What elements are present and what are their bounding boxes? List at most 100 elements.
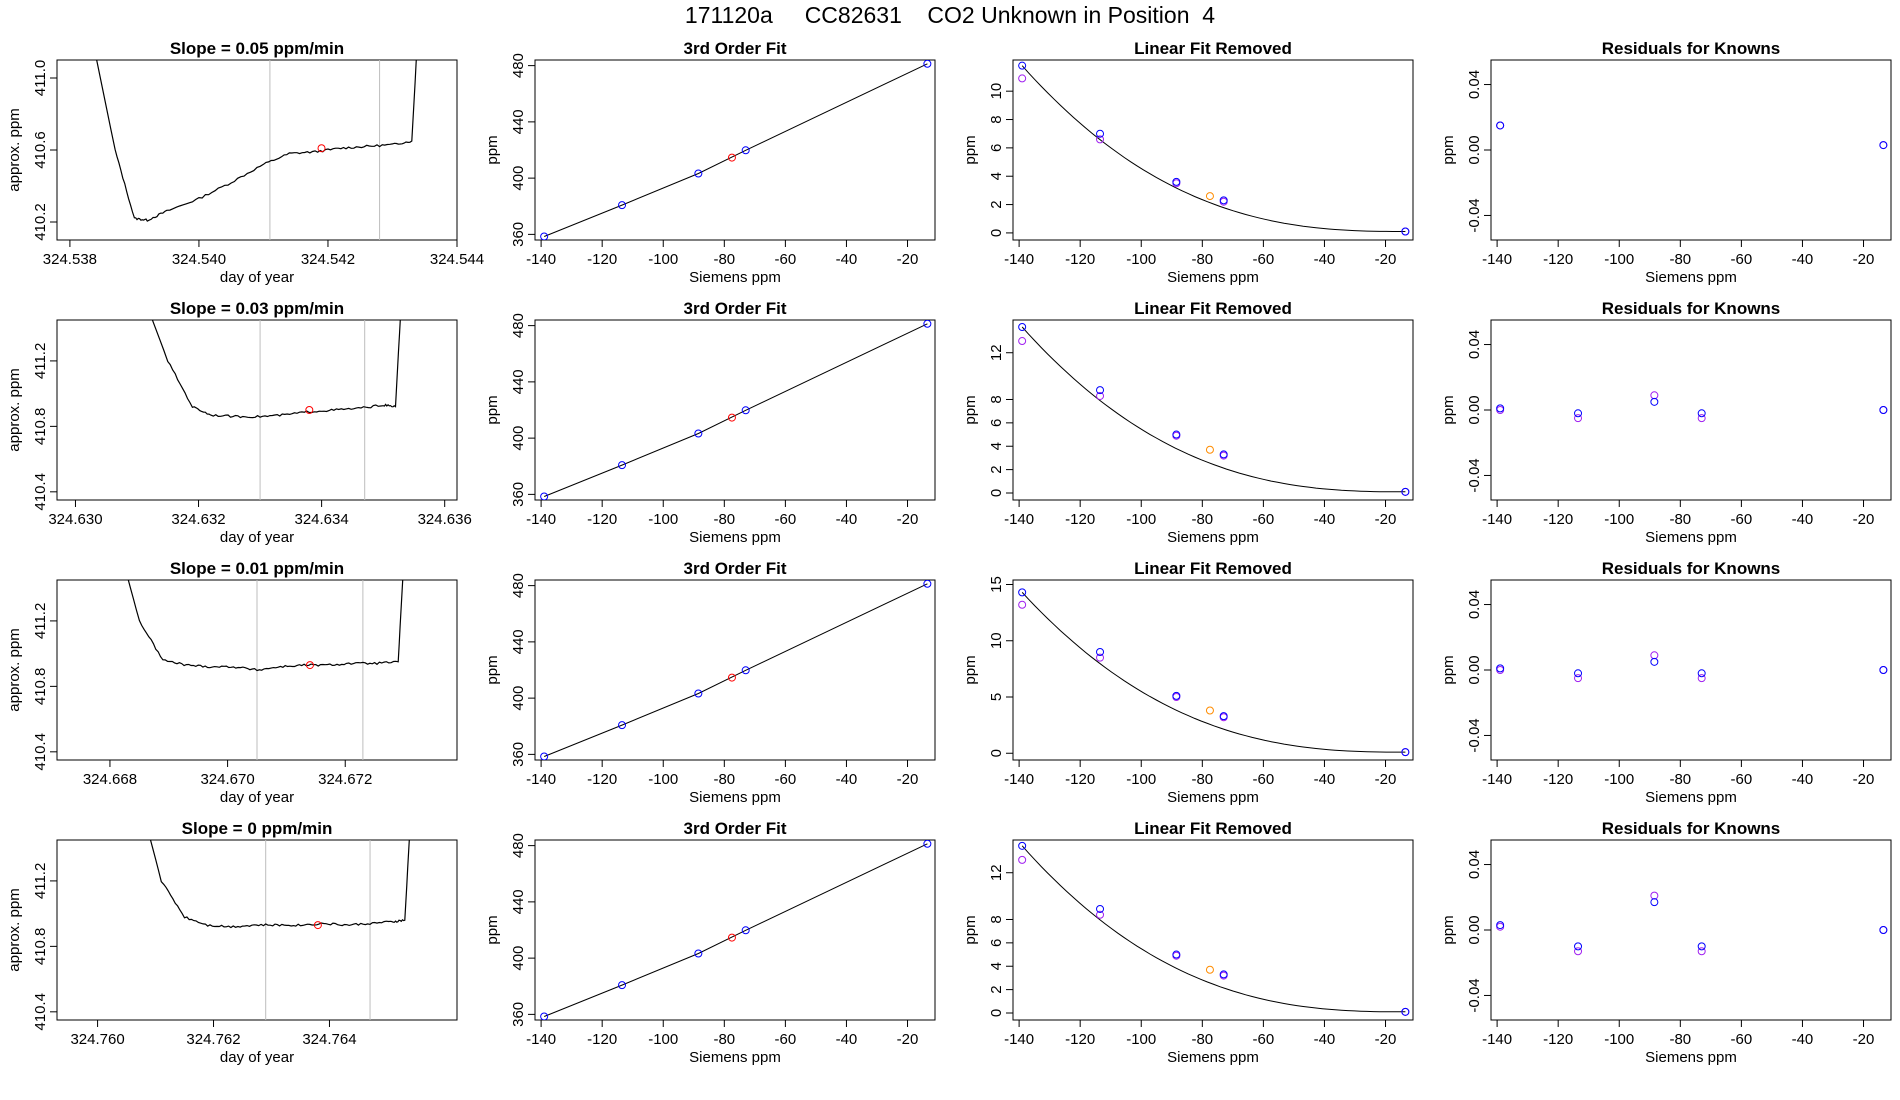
known-point xyxy=(1697,409,1706,418)
y-tick-label: 6 xyxy=(988,144,1005,152)
x-tick-label: -60 xyxy=(775,771,797,788)
x-tick-label: -20 xyxy=(1853,511,1875,528)
y-tick-label: 15 xyxy=(988,576,1005,593)
unknown-point xyxy=(1205,445,1214,454)
known-point xyxy=(1172,950,1181,959)
y-axis-label: approx. ppm xyxy=(6,368,23,451)
known-point xyxy=(1401,748,1410,757)
y-tick-label: 8 xyxy=(988,915,1005,923)
x-tick-label: -120 xyxy=(587,511,617,528)
panel-title: Residuals for Knowns xyxy=(1602,39,1781,58)
known-point-alt xyxy=(1496,922,1505,931)
y-tick-label: 0.04 xyxy=(1466,70,1483,99)
known-point xyxy=(1574,669,1583,678)
y-tick-label: 2 xyxy=(988,200,1005,208)
known-point xyxy=(1879,666,1888,674)
y-tick-label: 411.0 xyxy=(32,60,49,96)
y-tick-label: 0.00 xyxy=(1466,915,1483,944)
panel-contents xyxy=(127,580,404,760)
panel-contents xyxy=(540,320,932,500)
known-point xyxy=(1697,669,1706,678)
x-axis-label: day of year xyxy=(220,789,294,806)
known-point-alt xyxy=(1018,600,1027,609)
x-tick-label: -40 xyxy=(1792,511,1814,528)
panel-contents xyxy=(540,60,932,240)
y-tick-label: 440 xyxy=(510,889,527,914)
x-tick-label: -40 xyxy=(1314,771,1336,788)
x-tick-label: 324.540 xyxy=(172,251,226,268)
y-tick-label: 400 xyxy=(510,426,527,451)
fit-curve-line xyxy=(1021,592,1406,753)
known-point-alt xyxy=(1096,135,1105,144)
known-point xyxy=(1650,397,1659,406)
fit-curve-line xyxy=(1021,845,1406,1013)
y-tick-label: 480 xyxy=(510,53,527,78)
panel-2-2: 3rd Order Fit -140 -120 -100 -80 -60 -40 -20 Sie… xyxy=(484,299,936,546)
panel-title: Slope = 0.05 ppm/min xyxy=(170,39,344,58)
plot-frame xyxy=(1012,579,1414,761)
known-point xyxy=(1879,926,1888,934)
unknown-point xyxy=(313,921,322,930)
x-tick-label: -20 xyxy=(1375,251,1397,268)
x-tick-label: -80 xyxy=(1669,771,1691,788)
y-tick-label: 12 xyxy=(988,864,1005,881)
known-point xyxy=(1018,61,1027,70)
panel-contents xyxy=(540,580,932,760)
known-point xyxy=(741,406,750,415)
y-tick-label: 400 xyxy=(510,686,527,711)
y-tick-label: 5 xyxy=(988,693,1005,701)
x-tick-label: -20 xyxy=(897,251,919,268)
x-tick-label: -120 xyxy=(1065,251,1095,268)
known-point xyxy=(741,926,750,935)
y-tick-label: 410.8 xyxy=(32,408,49,446)
x-tick-label: -40 xyxy=(1314,251,1336,268)
known-point xyxy=(1219,196,1228,205)
known-point xyxy=(1496,664,1505,673)
x-tick-label: -140 xyxy=(526,251,556,268)
panel-4-1: Slope = 0 ppm/min 324.760 324.762 324.764 da… xyxy=(6,819,458,1066)
y-tick-label: -0.04 xyxy=(1466,198,1483,232)
known-point xyxy=(1574,942,1583,951)
x-tick-label: -140 xyxy=(1482,771,1512,788)
x-axis-label: Siemens ppm xyxy=(1167,1049,1259,1066)
x-tick-label: -20 xyxy=(1375,1031,1397,1048)
known-point xyxy=(540,1012,549,1020)
y-tick-label: 6 xyxy=(988,939,1005,947)
ppm-trace-line xyxy=(149,840,410,929)
x-tick-label: -20 xyxy=(1375,771,1397,788)
ppm-trace-line xyxy=(96,60,417,222)
known-point xyxy=(1219,712,1228,721)
x-tick-label: -140 xyxy=(526,1031,556,1048)
known-point xyxy=(1650,657,1659,666)
x-tick-label: -140 xyxy=(1004,771,1034,788)
x-tick-label: -140 xyxy=(1004,251,1034,268)
y-axis-label: ppm xyxy=(484,915,501,944)
panel-contents xyxy=(1496,891,1888,956)
unknown-point xyxy=(727,933,736,942)
x-tick-label: -80 xyxy=(1191,511,1213,528)
known-point xyxy=(1096,648,1105,656)
x-axis-label: Siemens ppm xyxy=(689,529,781,546)
x-axis-label: day of year xyxy=(220,529,294,546)
x-tick-label: -20 xyxy=(1853,771,1875,788)
known-point-alt xyxy=(1650,391,1659,400)
y-tick-label: 440 xyxy=(510,629,527,654)
y-axis-label: approx. ppm xyxy=(6,628,23,711)
y-axis-label: approx. ppm xyxy=(6,108,23,191)
panel-title: Linear Fit Removed xyxy=(1134,39,1292,58)
x-tick-label: -40 xyxy=(1792,771,1814,788)
plot-frame xyxy=(1012,59,1414,241)
known-point xyxy=(1879,141,1888,150)
x-tick-label: -40 xyxy=(836,251,858,268)
x-tick-label: -60 xyxy=(775,251,797,268)
x-tick-label: -60 xyxy=(1253,511,1275,528)
panel-title: Slope = 0.01 ppm/min xyxy=(170,559,344,578)
known-point xyxy=(1697,942,1706,951)
y-axis-label: ppm xyxy=(1440,655,1457,684)
unknown-point xyxy=(1205,706,1214,715)
known-point-alt xyxy=(1574,674,1583,683)
fit-curve-line xyxy=(1021,326,1406,493)
known-point xyxy=(1496,404,1505,413)
known-point-alt xyxy=(1697,947,1706,956)
x-tick-label: 324.670 xyxy=(200,771,254,788)
